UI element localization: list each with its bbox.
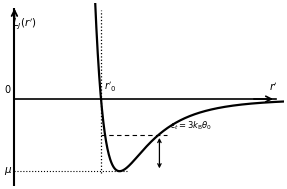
Text: $r'$: $r'$ [269,81,278,93]
Text: $\varepsilon_t = 3k_{\mathrm{B}}\theta_0$: $\varepsilon_t = 3k_{\mathrm{B}}\theta_0… [170,120,212,132]
Text: $0$: $0$ [4,83,12,95]
Text: $r'_0$: $r'_0$ [104,81,117,94]
Text: $L_J(r')$: $L_J(r')$ [12,17,36,31]
Text: $\mu$: $\mu$ [3,165,12,177]
